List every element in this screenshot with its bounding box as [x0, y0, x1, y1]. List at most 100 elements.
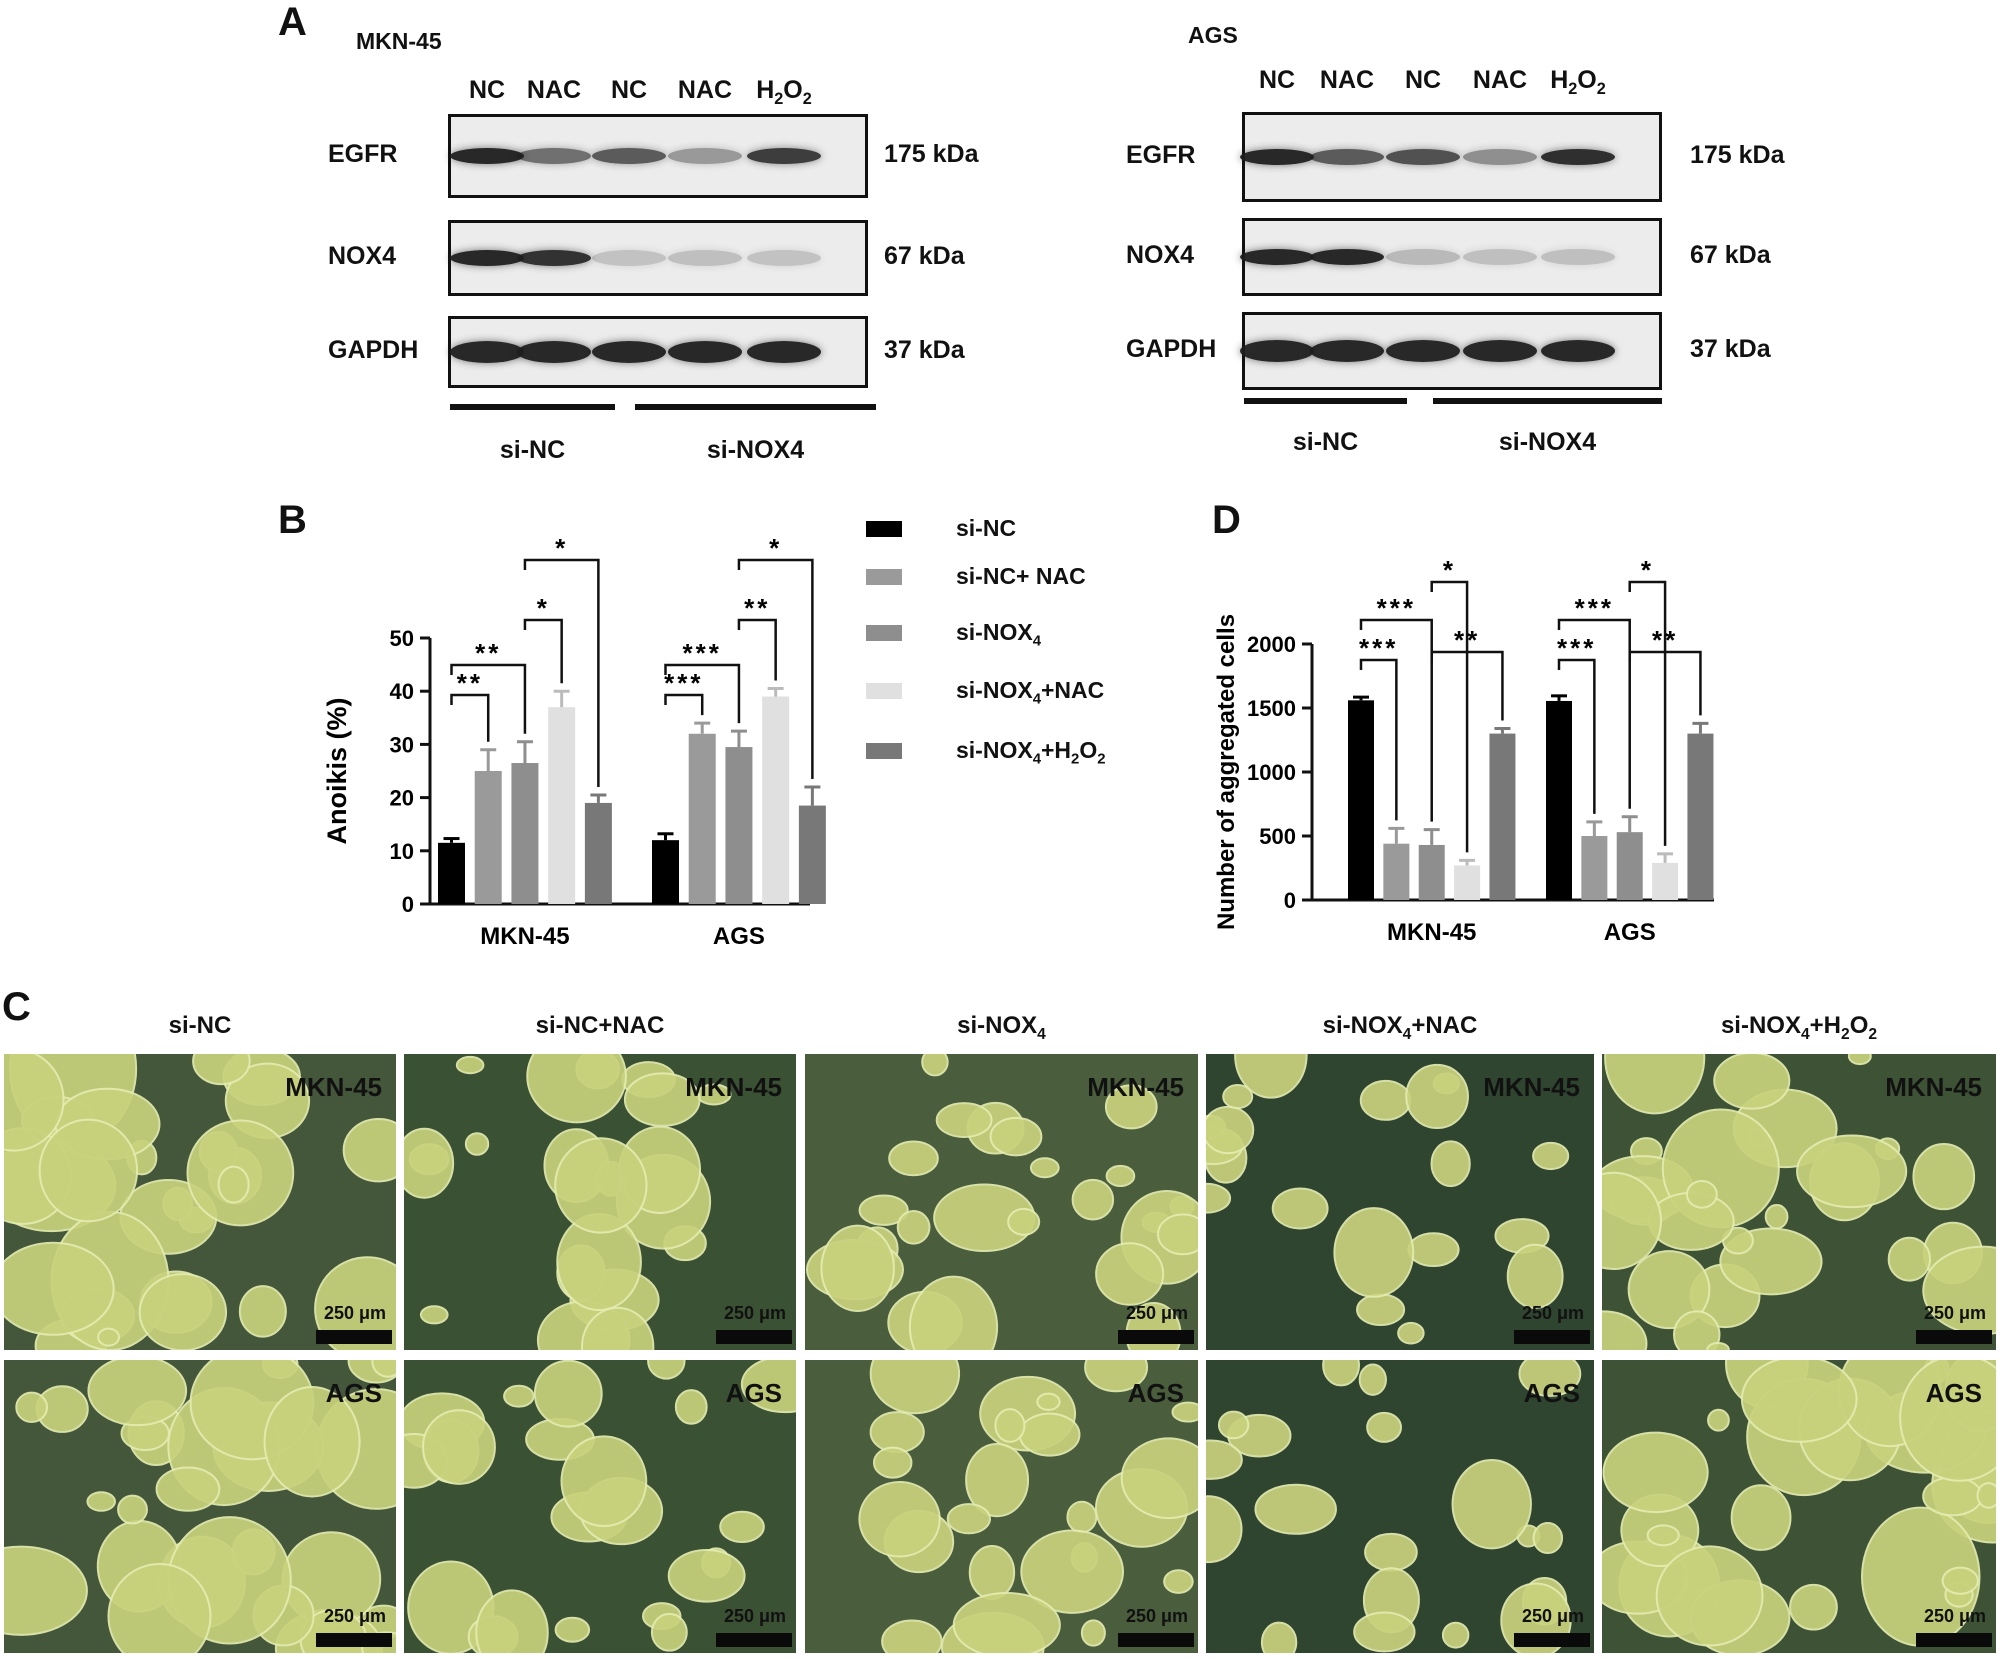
cell-cluster: [1764, 1203, 1789, 1230]
significance-bracket: [737, 618, 777, 681]
legend-swatch-0: [866, 521, 902, 537]
bar: [798, 805, 826, 904]
panel-d-letter: D: [1212, 498, 1241, 542]
protein-label-gapdh: GAPDH: [1126, 335, 1217, 363]
panel-a-letter: A: [278, 0, 307, 44]
y-axis-label: Number of aggregated cells: [1213, 614, 1240, 930]
micrograph-1-0: MKN-45 250 μm: [404, 1054, 796, 1350]
legend-swatch-2: [866, 625, 902, 641]
micrograph-3-0: MKN-45 250 μm: [1206, 1054, 1594, 1350]
significance-bracket: [1628, 650, 1702, 716]
protein-label-nox4: NOX4: [1126, 241, 1195, 269]
bar: [474, 771, 502, 904]
legend-label-3: si-NOX4+NAC: [956, 677, 1105, 708]
cell-cluster: [1018, 1412, 1081, 1457]
cell-cluster: [872, 1446, 913, 1479]
cell-cluster: [1730, 1484, 1792, 1551]
size-label-gapdh: 37 kDa: [884, 336, 965, 364]
cell-cluster: [1080, 1619, 1106, 1647]
cell-cluster: [989, 1116, 1043, 1157]
cell-cluster: [404, 1127, 455, 1199]
cell-cluster: [1071, 1178, 1115, 1221]
y-tick-label: 50: [390, 626, 414, 651]
cell-clusters: [858, 1360, 1198, 1653]
bar: [1418, 844, 1445, 900]
cell-clusters: [1602, 1054, 1996, 1350]
cell-clusters: [404, 1054, 732, 1350]
cell-cluster: [1912, 1143, 1976, 1211]
cell-cluster: [1602, 1171, 1662, 1271]
cell-cluster: [740, 1360, 796, 1414]
cell-cluster: [455, 1055, 485, 1075]
micrograph-cell-line-label: AGS: [1925, 1378, 1982, 1408]
group-label-1: si-NOX4: [1498, 428, 1597, 456]
micrograph-cell-line-label: AGS: [1523, 1378, 1580, 1408]
cell-cluster: [1796, 1134, 1908, 1209]
blot-band: [1541, 149, 1615, 165]
significance-bracket: [1430, 580, 1469, 853]
lane-label-3: NAC: [1472, 66, 1528, 94]
micrograph-0-0: MKN-45 250 μm: [4, 1054, 396, 1350]
micrograph-2-1: AGS 250 μm: [805, 1360, 1198, 1653]
cell-cluster: [526, 1054, 627, 1124]
micrograph-1-1: AGS 250 μm: [404, 1360, 796, 1653]
cell-cluster: [1602, 1431, 1709, 1514]
cell-cluster: [1206, 1439, 1243, 1480]
cell-cluster: [1254, 1483, 1337, 1535]
bar: [1348, 700, 1374, 900]
blot-band: [1386, 249, 1460, 265]
blot-band: [517, 250, 591, 266]
cell-clusters: [4, 1054, 396, 1350]
cell-cluster: [1366, 1411, 1403, 1443]
blot-band: [747, 250, 821, 266]
scale-bar-label: 250 μm: [1521, 1606, 1584, 1626]
cell-cluster: [952, 1592, 1061, 1653]
blot-band: [450, 250, 524, 266]
blot-band: [1240, 249, 1314, 265]
significance-bracket: [523, 558, 600, 787]
bar: [762, 696, 790, 904]
group-bar-1: [635, 404, 876, 410]
scale-bar: [1118, 1633, 1194, 1647]
cell-cluster: [994, 1408, 1026, 1443]
group-bar-1: [1433, 398, 1662, 404]
cell-cluster: [238, 1285, 287, 1338]
cell-cluster: [869, 1411, 925, 1454]
blot-band: [1541, 340, 1615, 362]
bar: [725, 747, 753, 904]
blot-band: [450, 341, 524, 363]
legend-swatch-4: [866, 743, 902, 759]
legend-label-4: si-NOX4+H2O2: [956, 737, 1106, 768]
blot-band: [1310, 340, 1384, 362]
legend-swatch-3: [866, 683, 902, 699]
cell-cluster: [1322, 1360, 1360, 1387]
blot-band: [517, 148, 591, 164]
cell-cluster: [1887, 1236, 1932, 1282]
cell-cluster: [1407, 1232, 1460, 1268]
scale-bar-label: 250 μm: [323, 1303, 386, 1323]
cell-cluster: [554, 1137, 648, 1234]
group-label-1: si-NOX4: [706, 436, 805, 464]
significance-label: *: [555, 533, 568, 563]
blot-band: [1310, 249, 1384, 265]
y-tick-label: 0: [402, 892, 414, 917]
cell-cluster: [1532, 1141, 1570, 1171]
cell-cluster: [1020, 1529, 1124, 1614]
significance-bracket: [1430, 650, 1504, 721]
blot-left-cell-line: MKN-45: [356, 28, 442, 54]
significance-label: **: [457, 668, 483, 698]
cell-clusters: [1206, 1360, 1582, 1653]
significance-label: ***: [664, 668, 703, 698]
scale-bar: [316, 1633, 392, 1647]
cell-cluster: [554, 1616, 591, 1643]
panel-b-letter: B: [278, 498, 307, 542]
micrograph-4-1: AGS 250 μm: [1602, 1360, 1996, 1653]
cell-cluster: [1222, 1084, 1254, 1110]
y-tick-label: 20: [390, 786, 414, 811]
blot-band: [592, 341, 666, 363]
y-tick-label: 40: [390, 679, 414, 704]
significance-label: *: [1443, 555, 1456, 585]
blot-strip-nox4: [448, 220, 868, 296]
cell-cluster: [1029, 1157, 1060, 1179]
cell-cluster: [1441, 1621, 1470, 1649]
